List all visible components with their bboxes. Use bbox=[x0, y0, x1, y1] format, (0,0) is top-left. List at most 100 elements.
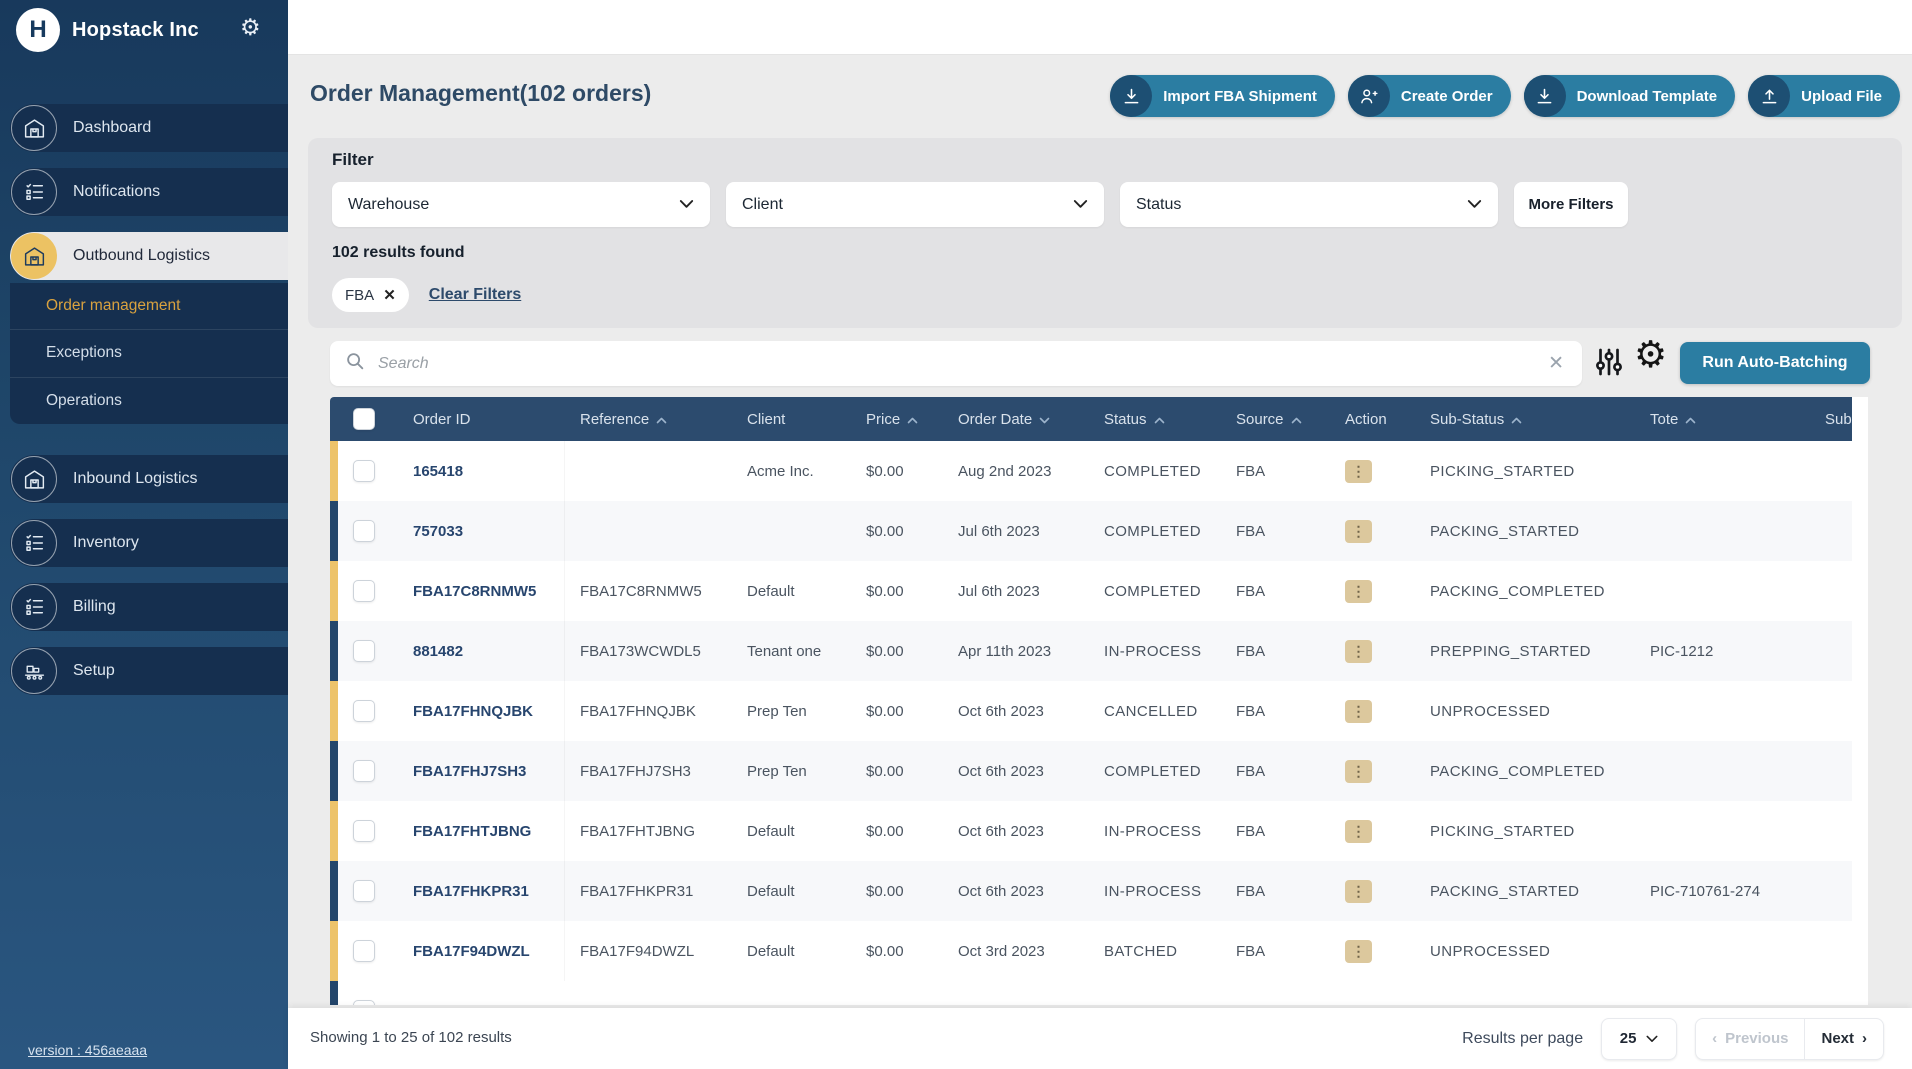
upload-file-button[interactable]: Upload File bbox=[1748, 75, 1900, 117]
cell-order-id[interactable]: 757033 bbox=[398, 501, 565, 561]
sidebar-item-notifications[interactable]: Notifications bbox=[10, 168, 288, 216]
cell-order-id[interactable]: FBA17F94DWZL bbox=[398, 921, 565, 981]
gear-icon[interactable]: ⚙ bbox=[240, 14, 261, 41]
select-all-checkbox[interactable] bbox=[353, 408, 375, 430]
next-page-button[interactable]: Next › bbox=[1805, 1019, 1883, 1059]
table-row[interactable]: FBA17F94DWZLFBA17F94DWZLDefault$0.00Oct … bbox=[330, 921, 1852, 981]
filter-chip-fba[interactable]: FBA ✕ bbox=[332, 278, 409, 312]
clear-filters-link[interactable]: Clear Filters bbox=[429, 286, 521, 304]
sidebar-item-outbound-logistics[interactable]: Outbound Logistics bbox=[10, 232, 288, 280]
table-row[interactable]: FBA17FHJ7SH3FBA17FHJ7SH3Prep Ten$0.00Oct… bbox=[330, 741, 1852, 801]
row-actions-menu-button[interactable]: ⋮ bbox=[1345, 460, 1372, 483]
column-header-status[interactable]: Status bbox=[1089, 397, 1221, 441]
column-header-order-id[interactable]: Order ID bbox=[398, 397, 565, 441]
column-header-tote[interactable]: Tote bbox=[1635, 397, 1810, 441]
cell-price: $0.00 bbox=[851, 561, 943, 621]
cell-order-id[interactable]: 165418 bbox=[398, 441, 565, 501]
filter-dropdown-client[interactable]: Client bbox=[726, 182, 1104, 227]
filter-dropdown-status[interactable]: Status bbox=[1120, 182, 1498, 227]
search-bar: ✕ bbox=[330, 341, 1582, 386]
sidebar-item-inbound-logistics[interactable]: Inbound Logistics bbox=[10, 455, 288, 503]
column-header-reference[interactable]: Reference bbox=[565, 397, 732, 441]
column-header-source[interactable]: Source bbox=[1221, 397, 1330, 441]
cell-tote bbox=[1635, 741, 1810, 801]
cell-order-id[interactable]: FBA17FHTJBNG bbox=[398, 801, 565, 861]
filter-dropdown-warehouse[interactable]: Warehouse bbox=[332, 182, 710, 227]
import-fba-shipment-button[interactable]: Import FBA Shipment bbox=[1110, 75, 1335, 117]
cell-status: IN-PROCESS bbox=[1089, 621, 1221, 681]
table-row[interactable]: FBA17FHTJBNGFBA17FHTJBNGDefault$0.00Oct … bbox=[330, 801, 1852, 861]
row-checkbox[interactable] bbox=[353, 520, 375, 542]
cell-order-id[interactable]: 881482 bbox=[398, 621, 565, 681]
cell-sub-status: PREPPING_STARTED bbox=[1415, 621, 1635, 681]
table-row[interactable]: 757033$0.00Jul 6th 2023COMPLETEDFBA⋮PACK… bbox=[330, 501, 1852, 561]
search-input[interactable] bbox=[376, 354, 1544, 374]
row-actions-menu-button[interactable]: ⋮ bbox=[1345, 760, 1372, 783]
row-actions-menu-button[interactable]: ⋮ bbox=[1345, 700, 1372, 723]
table-row-partial[interactable] bbox=[330, 981, 1852, 1005]
sidebar-subitem-operations[interactable]: Operations bbox=[10, 377, 288, 424]
row-checkbox[interactable] bbox=[353, 880, 375, 902]
cell-order-id[interactable]: FBA17C8RNMW5 bbox=[398, 561, 565, 621]
table-settings-gear-icon[interactable]: ⚙ bbox=[1634, 336, 1667, 373]
row-stripe bbox=[330, 501, 338, 561]
cell-action: ⋮ bbox=[1330, 561, 1415, 621]
row-stripe bbox=[330, 981, 338, 1005]
cell-action: ⋮ bbox=[1330, 681, 1415, 741]
column-header-action[interactable]: Action bbox=[1330, 397, 1415, 441]
cell-order-id[interactable]: FBA17FHNQJBK bbox=[398, 681, 565, 741]
row-checkbox[interactable] bbox=[353, 640, 375, 662]
sidebar-subitem-order-management[interactable]: Order management bbox=[10, 283, 288, 329]
cell-order-id[interactable]: FBA17FHKPR31 bbox=[398, 861, 565, 921]
cell-source: FBA bbox=[1221, 801, 1330, 861]
remove-chip-icon[interactable]: ✕ bbox=[383, 286, 396, 304]
cell-price: $0.00 bbox=[851, 801, 943, 861]
row-checkbox[interactable] bbox=[353, 940, 375, 962]
table-row[interactable]: FBA17C8RNMW5FBA17C8RNMW5Default$0.00Jul … bbox=[330, 561, 1852, 621]
column-filters-icon[interactable] bbox=[1592, 345, 1626, 384]
cell-status: COMPLETED bbox=[1089, 501, 1221, 561]
more-filters-button[interactable]: More Filters bbox=[1514, 182, 1628, 227]
table-row[interactable]: FBA17FHKPR31FBA17FHKPR31Default$0.00Oct … bbox=[330, 861, 1852, 921]
row-actions-menu-button[interactable]: ⋮ bbox=[1345, 520, 1372, 543]
create-order-button[interactable]: Create Order bbox=[1348, 75, 1511, 117]
chevron-right-icon: › bbox=[1862, 1030, 1867, 1047]
page-size-select[interactable]: 25 bbox=[1601, 1018, 1677, 1060]
clear-search-icon[interactable]: ✕ bbox=[1544, 352, 1568, 375]
run-auto-batching-button[interactable]: Run Auto-Batching bbox=[1680, 342, 1870, 384]
row-checkbox[interactable] bbox=[353, 760, 375, 782]
cell-status: CANCELLED bbox=[1089, 681, 1221, 741]
sidebar-item-setup[interactable]: Setup bbox=[10, 647, 288, 695]
column-header-sub-status[interactable]: Sub-Status bbox=[1415, 397, 1635, 441]
cell-order-id[interactable]: FBA17FHJ7SH3 bbox=[398, 741, 565, 801]
table-row[interactable]: 165418Acme Inc.$0.00Aug 2nd 2023COMPLETE… bbox=[330, 441, 1852, 501]
sidebar-item-billing[interactable]: Billing bbox=[10, 583, 288, 631]
download-template-button[interactable]: Download Template bbox=[1524, 75, 1736, 117]
row-actions-menu-button[interactable]: ⋮ bbox=[1345, 880, 1372, 903]
row-checkbox[interactable] bbox=[353, 820, 375, 842]
column-header-client[interactable]: Client bbox=[732, 397, 851, 441]
cell-order-date: Oct 3rd 2023 bbox=[943, 921, 1089, 981]
row-actions-menu-button[interactable]: ⋮ bbox=[1345, 940, 1372, 963]
row-checkbox[interactable] bbox=[353, 580, 375, 602]
sidebar-item-dashboard[interactable]: Dashboard bbox=[10, 104, 288, 152]
table-row[interactable]: FBA17FHNQJBKFBA17FHNQJBKPrep Ten$0.00Oct… bbox=[330, 681, 1852, 741]
previous-page-button[interactable]: ‹ Previous bbox=[1696, 1019, 1804, 1059]
row-checkbox[interactable] bbox=[353, 700, 375, 722]
orders-table: Order IDReferenceClientPriceOrder DateSt… bbox=[330, 397, 1852, 1005]
row-checkbox[interactable] bbox=[353, 460, 375, 482]
row-actions-menu-button[interactable]: ⋮ bbox=[1345, 580, 1372, 603]
row-actions-menu-button[interactable]: ⋮ bbox=[1345, 820, 1372, 843]
table-scrollbar-track[interactable] bbox=[1852, 397, 1868, 1005]
row-stripe bbox=[330, 681, 338, 741]
column-header-sub[interactable]: Sub bbox=[1810, 397, 1852, 441]
row-checkbox[interactable] bbox=[353, 1000, 375, 1005]
active-filters-row: FBA ✕ Clear Filters bbox=[332, 278, 521, 312]
cell-sub bbox=[1810, 681, 1852, 741]
table-row[interactable]: 881482FBA173WCWDL5Tenant one$0.00Apr 11t… bbox=[330, 621, 1852, 681]
column-header-price[interactable]: Price bbox=[851, 397, 943, 441]
column-header-order-date[interactable]: Order Date bbox=[943, 397, 1089, 441]
sidebar-item-inventory[interactable]: Inventory bbox=[10, 519, 288, 567]
row-actions-menu-button[interactable]: ⋮ bbox=[1345, 640, 1372, 663]
sidebar-subitem-exceptions[interactable]: Exceptions bbox=[10, 329, 288, 376]
